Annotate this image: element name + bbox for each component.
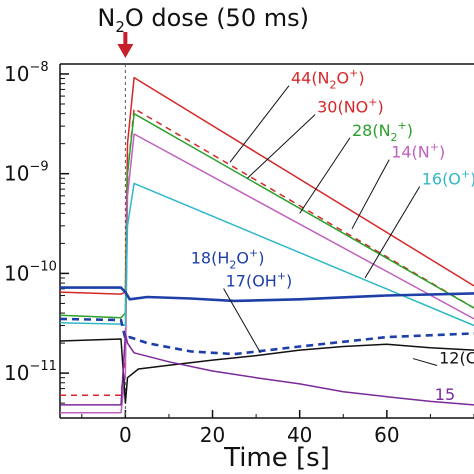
annotation-subscript: 2: [115, 18, 125, 36]
x-tick-label: 0: [119, 423, 132, 447]
series-label-part: ): [286, 271, 292, 290]
series-label-15: 15: [435, 385, 455, 404]
leader-line-30: [247, 114, 316, 179]
series-label-part: ): [439, 143, 445, 162]
series-label-part: ): [378, 98, 384, 117]
series-label-part: 2: [229, 259, 236, 272]
series-label-part: 15: [435, 385, 455, 404]
series-label-17: 17(OH+​): [226, 269, 293, 290]
series-label-part: 18(H: [191, 249, 230, 268]
series-label-part: +: [249, 247, 258, 260]
series-line-16: [60, 182, 474, 327]
series-label-part: 30(NO: [317, 98, 368, 117]
x-tick-label: 20: [200, 423, 225, 447]
series-line-12: [60, 338, 474, 404]
y-tick-base: 10: [4, 261, 29, 285]
leader-line-17: [223, 288, 261, 354]
series-label-part: +: [430, 141, 439, 154]
series-label-part: 16(O: [422, 169, 461, 188]
series-label-part: ): [258, 249, 264, 268]
series-label-part: +: [398, 119, 407, 132]
leader-line-16: [364, 186, 421, 279]
y-tick-exponent: −8: [29, 60, 48, 75]
y-tick-label: 10−11: [4, 359, 57, 385]
y-tick-exponent: −11: [29, 359, 56, 374]
series-label-part: 28(N: [352, 121, 391, 140]
leader-line-28: [299, 137, 351, 214]
dose-arrow-head: [117, 44, 134, 58]
series-label-12: 12(C+​): [439, 346, 474, 367]
series-line-18: [60, 286, 474, 303]
x-axis-title: Time [s]: [223, 443, 330, 473]
series-label-part: +: [349, 67, 358, 80]
series-label-part: ): [470, 169, 474, 188]
y-tick-label: 10−10: [4, 259, 57, 285]
series-label-part: O: [337, 69, 350, 88]
series-label-44: 44(N2​O+​): [291, 67, 365, 92]
y-tick-label: 10−8: [4, 60, 49, 86]
y-tick-exponent: −10: [29, 259, 56, 274]
series-label-part: 14(N: [391, 143, 430, 162]
series-label-part: +: [277, 269, 286, 282]
series-label-16: 16(O+​): [422, 167, 474, 188]
y-tick-base: 10: [4, 162, 29, 186]
series-label-30: 30(NO+​): [317, 96, 384, 117]
x-tick-label: 40: [287, 423, 312, 447]
series-label-part: ): [407, 121, 413, 140]
y-tick-exponent: −9: [29, 160, 48, 175]
series-label-part: 44(N: [291, 69, 330, 88]
dose-annotation-label: N2O dose (50 ms): [97, 4, 309, 36]
series-label-part: +: [461, 167, 470, 180]
series-label-part: O: [236, 249, 249, 268]
series-label-part: 12(C: [439, 348, 474, 367]
series-label-part: 17(OH: [226, 271, 277, 290]
series-label-18: 18(H2​O+​): [191, 247, 265, 272]
series-line-44: [60, 76, 474, 295]
series-label-part: 2: [391, 131, 398, 144]
y-tick-label: 10−9: [4, 160, 49, 186]
series-label-part: +: [368, 96, 377, 109]
y-tick-base: 10: [4, 361, 29, 385]
leader-line-12: [412, 358, 438, 366]
annotation-prefix: N: [97, 4, 115, 32]
series-line-15: [60, 332, 474, 406]
leader-line-14: [351, 159, 390, 230]
series-label-part: ): [358, 69, 364, 88]
series-label-part: 2: [330, 79, 337, 92]
y-tick-base: 10: [4, 62, 29, 86]
series-line-17: [60, 317, 474, 356]
x-tick-label: 60: [374, 423, 399, 447]
series-label-28: 28(N2​+​): [352, 119, 413, 144]
leader-line-44: [229, 85, 290, 163]
annotation-suffix: O dose (50 ms): [125, 4, 309, 32]
series-label-14: 14(N+​): [391, 141, 445, 162]
